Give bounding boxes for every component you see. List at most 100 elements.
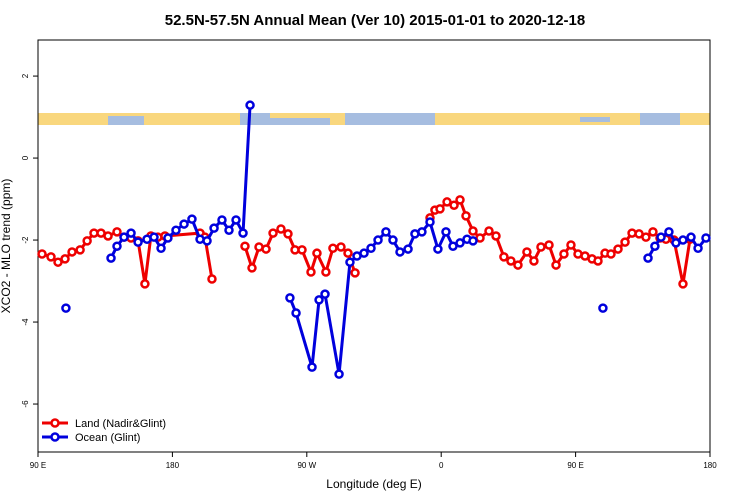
point — [119, 232, 129, 242]
point — [149, 232, 159, 242]
point — [209, 223, 219, 233]
point — [678, 235, 688, 245]
point — [686, 232, 696, 242]
legend-label: Land (Nadir&Glint) — [75, 418, 166, 430]
point — [461, 211, 471, 221]
point — [606, 249, 616, 259]
point — [207, 274, 217, 284]
point — [643, 253, 653, 263]
point — [291, 308, 301, 318]
point — [359, 248, 369, 258]
legend-marker — [50, 432, 60, 442]
point — [285, 293, 295, 303]
point — [678, 279, 688, 289]
point — [566, 240, 576, 250]
point — [67, 247, 77, 257]
point — [140, 279, 150, 289]
point — [103, 231, 113, 241]
point — [53, 257, 63, 267]
point — [261, 244, 271, 254]
point — [224, 225, 234, 235]
point — [276, 224, 286, 234]
point — [448, 241, 458, 251]
point — [345, 257, 355, 267]
point — [366, 243, 376, 254]
point — [395, 247, 405, 257]
point — [245, 100, 255, 110]
y-tick-label: 2 — [21, 73, 30, 78]
point — [46, 252, 56, 262]
y-tick-label: 0 — [21, 155, 30, 160]
point — [529, 256, 539, 266]
point — [650, 241, 660, 251]
point — [491, 231, 501, 241]
point — [484, 226, 494, 236]
point — [82, 236, 92, 246]
point — [336, 242, 346, 252]
legend — [39, 410, 189, 451]
point — [217, 215, 227, 225]
y-tick-label: -2 — [21, 236, 30, 244]
point — [343, 248, 353, 258]
point — [656, 232, 666, 242]
x-tick-label: 90 E — [30, 461, 46, 470]
point — [455, 195, 465, 205]
point — [513, 260, 523, 270]
point — [112, 241, 122, 251]
point — [641, 232, 651, 242]
point — [620, 237, 630, 247]
point — [247, 263, 257, 273]
point — [61, 303, 71, 313]
point — [442, 197, 452, 207]
point — [126, 228, 136, 238]
legend-marker — [50, 418, 60, 428]
x-axis-label: Longitude (deg E) — [326, 477, 421, 491]
x-tick-label: 180 — [166, 461, 180, 470]
point — [179, 219, 189, 229]
point — [455, 238, 465, 248]
y-axis-label: XCO2 - MLO trend (ppm) — [0, 179, 13, 314]
point — [499, 252, 509, 262]
point — [449, 200, 459, 210]
point — [664, 227, 674, 237]
point — [156, 243, 166, 254]
point — [37, 249, 47, 259]
point — [231, 215, 241, 225]
point — [593, 256, 603, 266]
point — [60, 254, 70, 264]
point — [373, 235, 383, 245]
point — [425, 217, 435, 227]
point — [314, 295, 324, 305]
chart-title: 52.5N-57.5N Annual Mean (Ver 10) 2015-01… — [165, 12, 585, 29]
point — [112, 227, 122, 237]
point — [559, 249, 569, 259]
point — [381, 227, 391, 237]
point — [598, 303, 608, 313]
x-tick-label: 90 E — [567, 461, 583, 470]
point — [468, 226, 478, 236]
point — [238, 228, 248, 238]
point — [551, 260, 561, 270]
point — [613, 244, 623, 254]
map-strip — [38, 113, 710, 125]
point — [163, 233, 173, 243]
point — [306, 267, 316, 277]
point — [320, 289, 330, 299]
point — [522, 247, 532, 257]
x-tick-label: 90 W — [297, 461, 316, 470]
point — [544, 240, 554, 250]
point — [328, 243, 338, 254]
point — [202, 236, 212, 246]
plot-frame — [37, 39, 711, 453]
point — [417, 227, 427, 237]
legend-label: Ocean (Glint) — [75, 432, 140, 444]
x-tick-label: 0 — [439, 461, 444, 470]
x-tick-label: 180 — [703, 461, 717, 470]
point — [171, 225, 181, 235]
point — [283, 229, 293, 239]
point — [441, 227, 451, 237]
point — [506, 256, 516, 266]
point — [350, 268, 360, 278]
point — [433, 244, 443, 254]
